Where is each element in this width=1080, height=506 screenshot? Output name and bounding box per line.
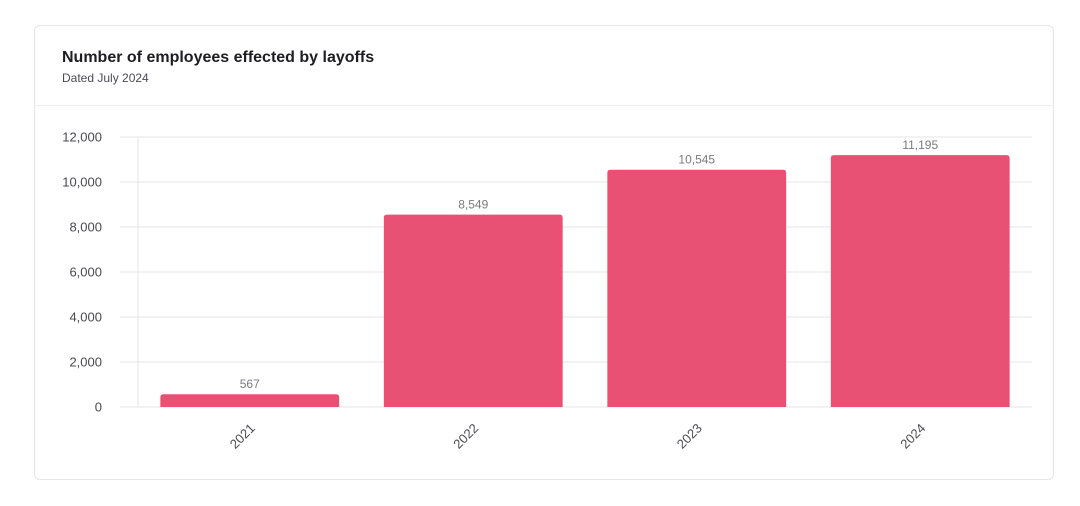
data-label: 11,195	[902, 138, 938, 152]
data-label: 10,545	[678, 153, 715, 167]
bar	[383, 214, 563, 407]
chart-subtitle: Dated July 2024	[62, 71, 149, 85]
card-header: Number of employees effected by layoffs …	[35, 26, 1053, 106]
y-tick-label: 8,000	[69, 220, 102, 235]
bar	[607, 169, 787, 407]
x-tick-label: 2021	[227, 421, 258, 452]
x-tick-label: 2023	[674, 421, 705, 452]
bar	[830, 155, 1010, 407]
y-tick-label: 6,000	[69, 265, 102, 280]
x-tick-label: 2022	[450, 421, 481, 452]
data-label: 567	[240, 377, 260, 391]
y-tick-label: 2,000	[69, 355, 102, 370]
data-label: 8,549	[458, 198, 488, 212]
bar	[160, 394, 340, 407]
y-tick-label: 10,000	[62, 175, 102, 190]
y-tick-label: 0	[95, 400, 102, 415]
chart-title: Number of employees effected by layoffs	[62, 49, 375, 66]
x-tick-label: 2024	[897, 421, 928, 452]
y-tick-label: 12,000	[62, 130, 102, 145]
y-tick-label: 4,000	[69, 310, 102, 325]
